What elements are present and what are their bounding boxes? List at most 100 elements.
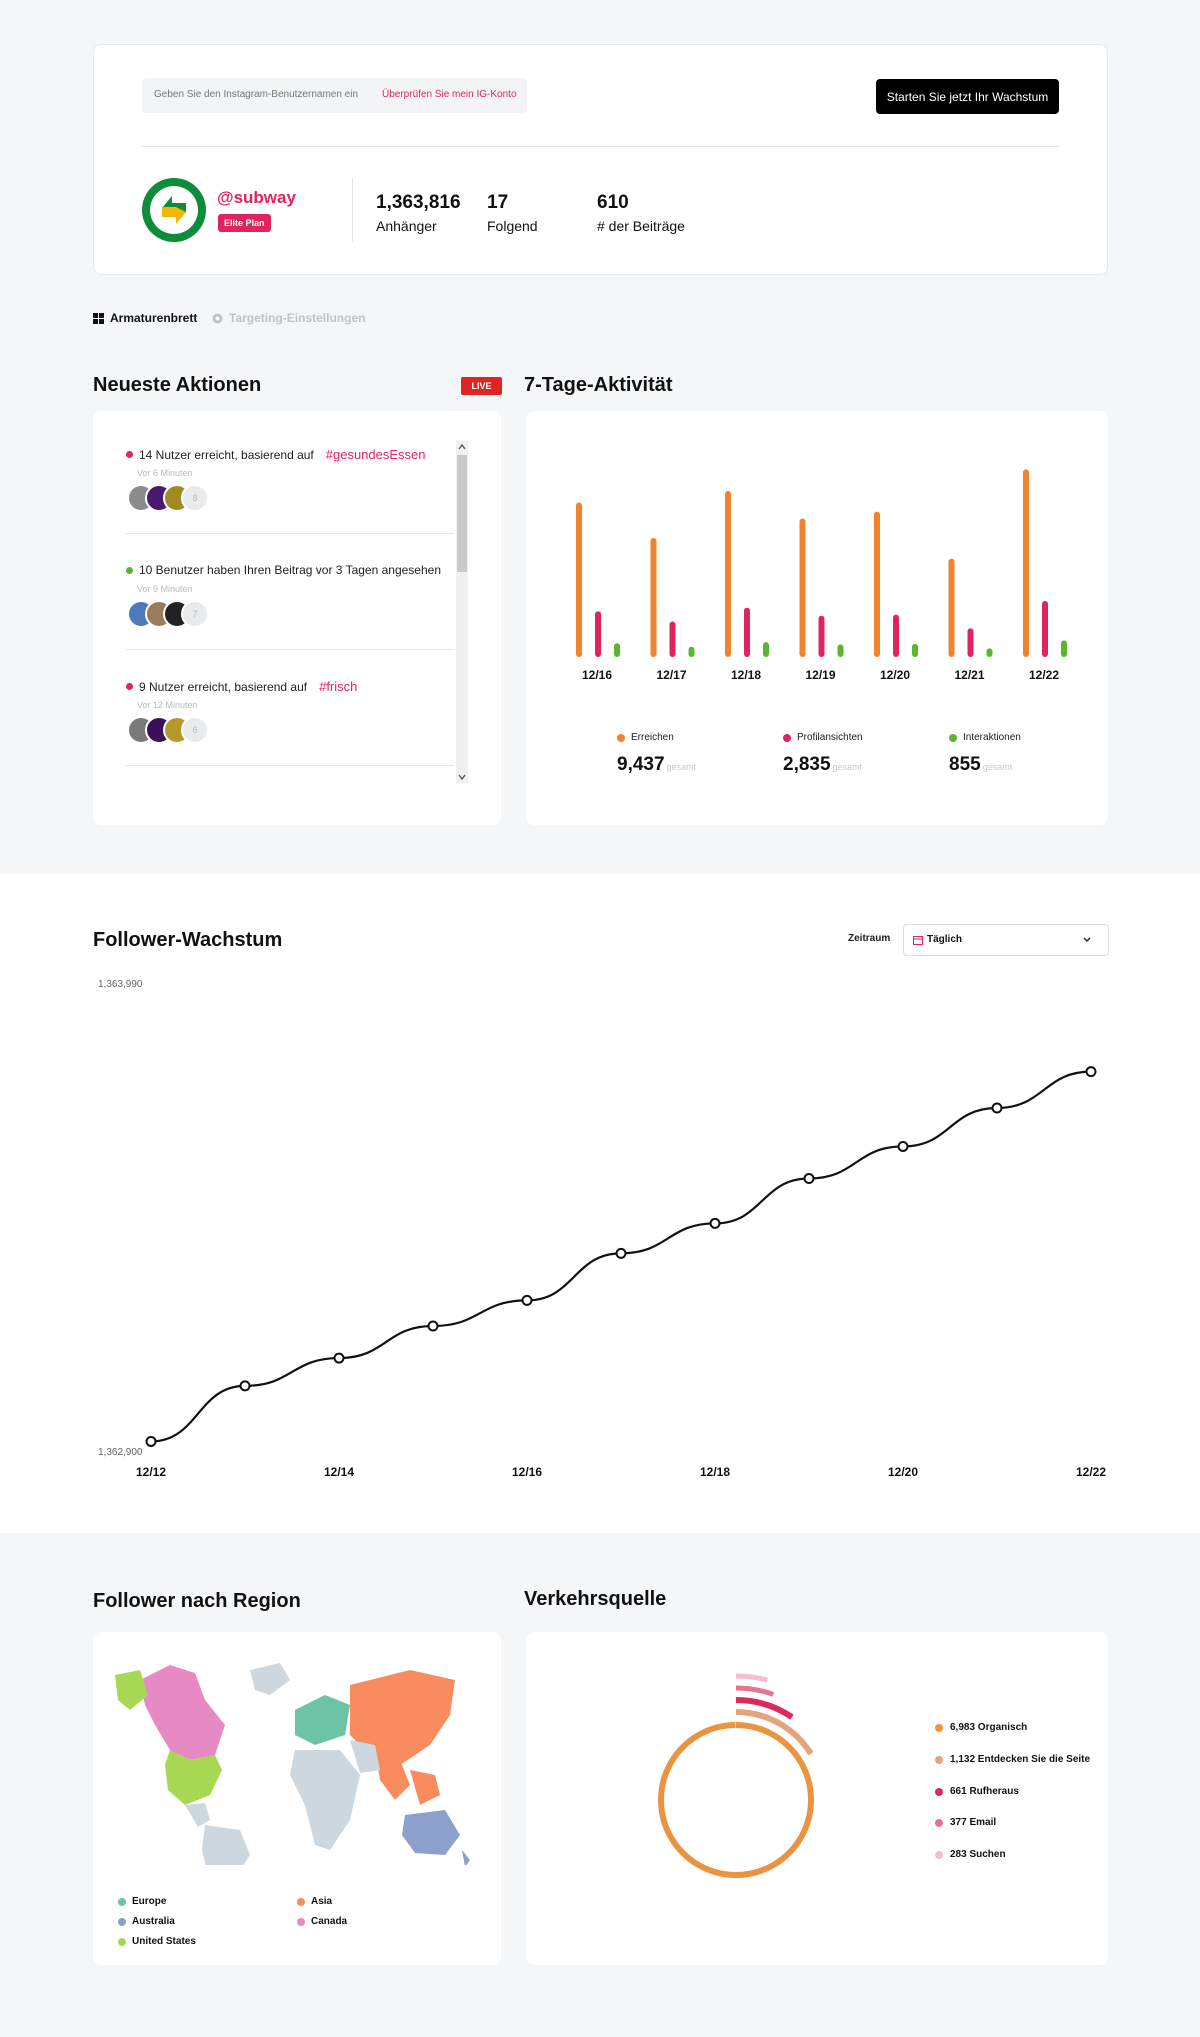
x-tick-label: 12/18 (700, 1465, 730, 1479)
data-point[interactable] (239, 1380, 251, 1392)
instagram-username-input[interactable]: Geben Sie den Instagram-Benutzernamen ei… (142, 78, 527, 113)
activity-bar-erreichen (948, 558, 955, 657)
activity-bar-chart: 12/16 12/17 12/18 12/19 12/20 12/21 12/22 (576, 469, 1067, 682)
activity-bar-profilansichten (1042, 600, 1048, 657)
hashtag[interactable]: #gesundesEssen (325, 447, 426, 462)
activity-bar-profilansichten (818, 615, 825, 657)
scroll-up-icon[interactable] (457, 443, 467, 451)
x-tick-label: 12/12 (136, 1465, 166, 1479)
tab-targeting-settings[interactable]: Targeting-Einstellungen (212, 311, 365, 325)
x-tick-label: 12/16 (582, 668, 612, 682)
x-tick-label: 12/21 (954, 668, 984, 682)
growth-section (0, 874, 1200, 1533)
legend-item: United States (118, 1936, 196, 1947)
start-growth-button[interactable]: Starten Sie jetzt Ihr Wachstum (876, 79, 1059, 114)
x-tick-label: 12/18 (731, 668, 761, 682)
total-value: 855 gesamt (949, 754, 1013, 775)
legend-item: Profilansichten (783, 732, 863, 743)
list-item: 14 Nutzer erreicht, basierend auf #gesun… (126, 418, 454, 534)
map-region-united-states (165, 1750, 222, 1805)
avatar-count: 7 (181, 600, 209, 628)
map-region-south-america (202, 1825, 250, 1865)
activity-bar-profilansichten (669, 621, 676, 657)
period-select[interactable]: Täglich (903, 924, 1109, 956)
map-region-asia (350, 1670, 455, 1765)
scroll-down-icon[interactable] (457, 773, 467, 781)
target-icon (212, 313, 223, 323)
activity-bar-erreichen (650, 537, 657, 657)
data-point[interactable] (1085, 1066, 1097, 1078)
legend-item: Asia (297, 1896, 332, 1907)
stat-label: Folgend (487, 218, 538, 234)
total-value: 2,835 gesamt (783, 754, 863, 775)
plan-badge: Elite Plan (218, 214, 271, 232)
activity-bar-interaktionen (837, 644, 844, 657)
y-axis-label: 1,363,990 (98, 979, 143, 990)
calendar-icon (913, 936, 923, 945)
activity-bar-profilansichten (595, 611, 601, 657)
x-tick-label: 12/20 (880, 668, 910, 682)
data-point[interactable] (897, 1140, 909, 1152)
hashtag[interactable]: #frisch (319, 679, 358, 694)
x-tick-label: 12/22 (1029, 668, 1059, 682)
data-point[interactable] (333, 1352, 345, 1364)
check-account-link[interactable]: Überprüfen Sie mein IG-Konto (382, 89, 517, 100)
legend-item: 1,132 Entdecken Sie die Seite (935, 1754, 1090, 1765)
list-item: 10 Benutzer haben Ihren Beitrag vor 3 Ta… (126, 534, 454, 650)
map-region-canada (140, 1665, 225, 1760)
action-time: Vor 12 Minuten (137, 700, 198, 710)
data-point[interactable] (709, 1217, 721, 1229)
activity-title: 7-Tage-Aktivität (524, 374, 673, 396)
data-point[interactable] (803, 1173, 815, 1185)
activity-bar-interaktionen (912, 643, 918, 657)
data-point[interactable] (521, 1294, 533, 1306)
recent-actions-title: Neueste Aktionen (93, 374, 262, 396)
action-text: 9 Nutzer erreicht, basierend auf (139, 679, 308, 694)
legend-item: Erreichen (617, 732, 674, 743)
action-time: Vor 6 Minuten (137, 468, 193, 478)
subway-logo (142, 178, 206, 242)
avatar-count: 8 (181, 484, 209, 512)
follower-growth-line-chart: 1,363,990 1,362,900 12/12 12/14 12/16 12/18 12… (98, 979, 1106, 1479)
traffic-arc-organisch (658, 1722, 814, 1878)
legend-item: 283 Suchen (935, 1849, 1006, 1860)
map-region-middle-east (350, 1740, 380, 1773)
traffic-card (526, 1632, 1108, 1965)
status-dot (126, 451, 133, 458)
activity-bar-interaktionen (688, 646, 695, 657)
traffic-arc-suchen (735, 1673, 768, 1683)
period-label: Zeitraum (848, 933, 891, 944)
map-region-greenland (250, 1663, 290, 1695)
tab-dashboard[interactable]: Armaturenbrett (93, 311, 197, 325)
data-point[interactable] (145, 1435, 157, 1447)
legend-item: 6,983 Organisch (935, 1722, 1027, 1733)
data-point[interactable] (991, 1102, 1003, 1114)
activity-bar-profilansichten (744, 607, 750, 657)
live-badge: LIVE (461, 377, 502, 395)
stat-value: 17 (487, 192, 509, 213)
data-point[interactable] (615, 1247, 627, 1259)
growth-title: Follower-Wachstum (93, 929, 283, 951)
card-divider (142, 146, 1059, 147)
traffic-title: Verkehrsquelle (524, 1588, 667, 1610)
activity-bar-interaktionen (1061, 640, 1067, 657)
action-text: 10 Benutzer haben Ihren Beitrag vor 3 Ta… (139, 563, 442, 577)
legend-item: 661 Rufheraus (935, 1786, 1019, 1797)
search-placeholder: Geben Sie den Instagram-Benutzernamen ei… (154, 89, 359, 100)
activity-bar-profilansichten (967, 628, 974, 657)
period-value: Täglich (927, 934, 963, 945)
traffic-radial-chart (658, 1673, 814, 1878)
account-handle: @subway (217, 188, 296, 207)
status-dot (126, 683, 133, 690)
avatar-count: 6 (181, 716, 209, 744)
map-region-southeast-asia (410, 1770, 440, 1805)
stat-posts: 610 # der Beiträge (597, 192, 685, 234)
data-point[interactable] (427, 1320, 439, 1332)
x-tick-label: 12/17 (656, 668, 686, 682)
stat-following: 17 Folgend (487, 192, 538, 234)
x-tick-label: 12/14 (324, 1465, 354, 1479)
scrollbar-thumb[interactable] (457, 455, 467, 572)
traffic-arc-email (735, 1685, 775, 1697)
legend-item: Australia (118, 1916, 175, 1927)
traffic-arc-entdecken-sie-die-seite (735, 1709, 814, 1756)
